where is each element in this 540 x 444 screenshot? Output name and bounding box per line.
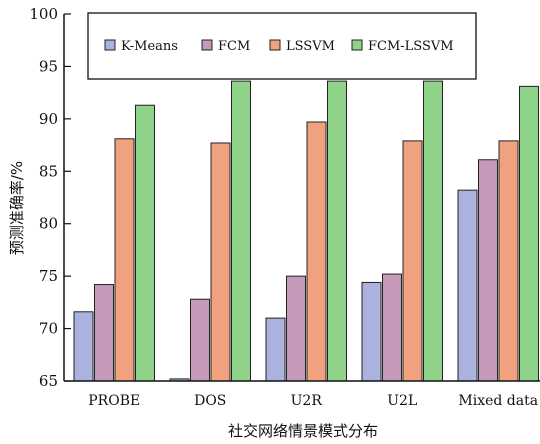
x-tick-label-probe: PROBE <box>88 393 140 409</box>
x-tick-label-dos: DOS <box>194 393 226 409</box>
bar-k-means-mixed-data <box>457 189 478 382</box>
legend-box <box>87 12 477 80</box>
x-tick-label-u2r: U2R <box>291 393 323 409</box>
y-tick-label-85: 85 <box>39 162 58 180</box>
x-tick-label-u2l: U2L <box>387 393 417 409</box>
bar-fcm-dos <box>190 298 210 382</box>
bar-k-means-u2l <box>361 281 382 382</box>
legend-label-fcm: FCM <box>218 39 250 54</box>
bar-lssvm-u2r <box>306 121 327 382</box>
bar-fcm-lssvm-dos <box>231 80 251 382</box>
x-tick-label-mixed-data: Mixed data <box>458 393 538 409</box>
bar-fcm-lssvm-probe <box>135 104 155 382</box>
y-tick-label-90: 90 <box>39 110 58 128</box>
legend-swatch-lssvm <box>269 39 281 51</box>
legend-label-lssvm: LSSVM <box>286 39 335 54</box>
x-axis-title: 社交网络情景模式分布 <box>228 422 378 440</box>
bar-lssvm-u2l <box>402 140 423 382</box>
y-tick-label-70: 70 <box>39 320 58 338</box>
y-tick-label-95: 95 <box>39 57 58 75</box>
bar-lssvm-probe <box>114 138 135 382</box>
bar-k-means-u2r <box>265 317 286 382</box>
y-tick-label-65: 65 <box>39 372 58 390</box>
legend: K-Means FCM LSSVM FCM-LSSVM <box>87 12 477 80</box>
bar-fcm-lssvm-u2r <box>327 80 347 382</box>
bar-lssvm-mixed-data <box>498 140 519 382</box>
bars-layer <box>73 80 539 382</box>
legend-swatch-k-means <box>104 39 116 51</box>
y-axis-title: 预测准确率/% <box>8 161 26 255</box>
legend-swatch-fcm <box>201 39 213 51</box>
bar-fcm-lssvm-mixed-data <box>519 85 539 382</box>
bar-fcm-u2l <box>382 273 402 382</box>
legend-label-k-means: K-Means <box>121 39 178 54</box>
legend-swatch-fcm-lssvm <box>351 39 363 51</box>
bar-fcm-probe <box>94 284 114 382</box>
axes-layer: 65 70 75 80 85 90 95 100 PROBE DOS U2R U2L Mixed dat… <box>29 5 540 409</box>
bar-fcm-mixed-data <box>478 159 498 382</box>
y-tick-label-100: 100 <box>29 5 58 23</box>
bar-fcm-u2r <box>286 275 306 382</box>
y-tick-label-80: 80 <box>39 215 58 233</box>
bar-k-means-probe <box>73 311 94 382</box>
bar-fcm-lssvm-u2l <box>423 80 443 382</box>
legend-label-fcm-lssvm: FCM-LSSVM <box>368 39 454 54</box>
y-tick-label-75: 75 <box>39 267 58 285</box>
bar-lssvm-dos <box>210 142 231 382</box>
